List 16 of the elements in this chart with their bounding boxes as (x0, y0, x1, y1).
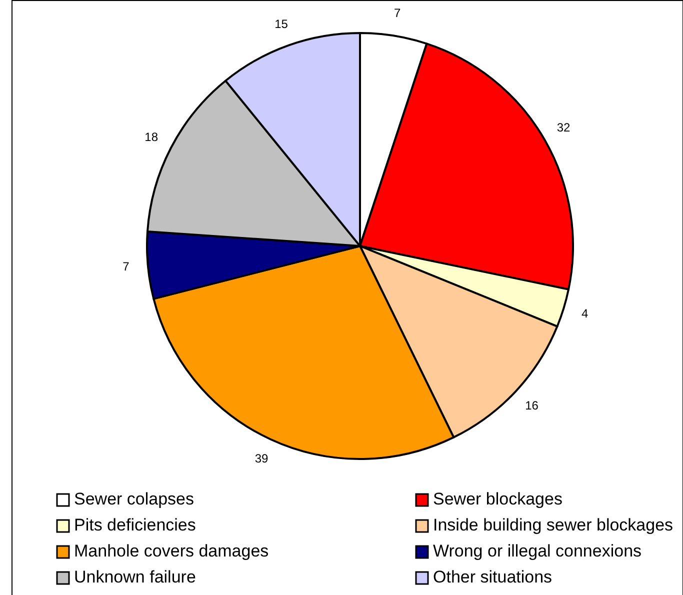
data-label: 15 (274, 16, 288, 31)
legend-label: Other situations (433, 567, 552, 586)
legend-label: Unknown failure (74, 567, 196, 586)
legend-label: Manhole covers damages (74, 541, 269, 560)
legend-label: Inside building sewer blockages (433, 515, 674, 534)
legend-label: Wrong or illegal connexions (433, 541, 642, 560)
data-label: 7 (394, 6, 401, 20)
data-label: 4 (581, 306, 588, 321)
legend-label: Sewer colapses (74, 489, 194, 508)
data-label: 7 (122, 260, 130, 274)
data-label: 39 (254, 452, 268, 466)
legend-label: Sewer blockages (433, 489, 562, 508)
data-label: 16 (525, 398, 539, 413)
data-label: 18 (144, 130, 158, 144)
data-label: 32 (556, 120, 571, 135)
legend-label: Pits deficiencies (74, 515, 196, 534)
